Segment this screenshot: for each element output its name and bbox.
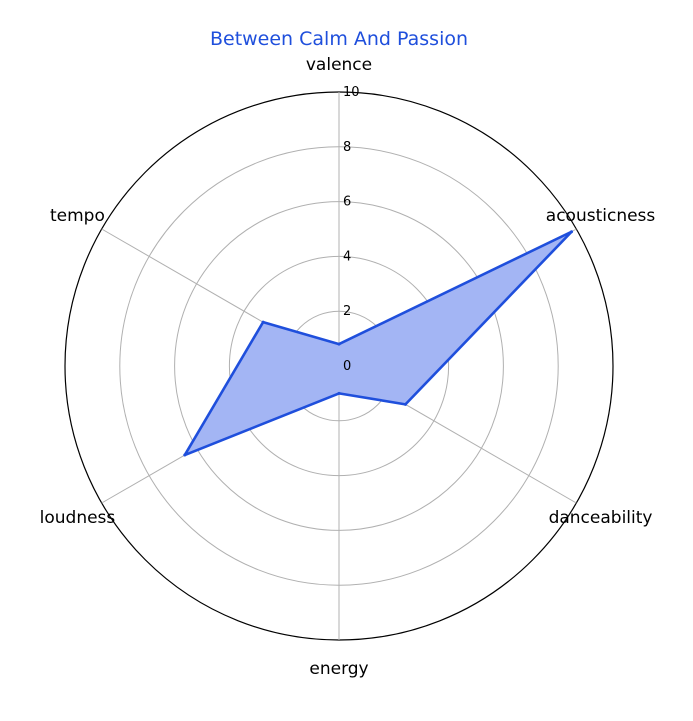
r-tick-label: 2 xyxy=(343,304,351,319)
axis-label-loudness: loudness xyxy=(40,508,116,528)
series-area xyxy=(184,231,572,456)
chart-title: Between Calm And Passion xyxy=(210,28,468,50)
r-tick-label: 6 xyxy=(343,195,351,210)
axis-label-tempo: tempo xyxy=(50,206,105,226)
axis-label-valence: valence xyxy=(306,55,372,75)
axis-label-energy: energy xyxy=(309,659,368,679)
data-point-tempo xyxy=(261,320,265,324)
r-tick-label: 8 xyxy=(343,140,351,155)
r-tick-label: 10 xyxy=(343,85,360,100)
data-point-valence xyxy=(337,342,341,346)
axis-label-layer: valence acousticness danceability energy lou… xyxy=(40,55,656,679)
r-tick-label: 4 xyxy=(343,249,351,264)
axis-label-danceability: danceability xyxy=(549,508,653,528)
tick-label-layer: 0 2 4 6 8 10 xyxy=(343,85,360,374)
data-point-loudness xyxy=(183,453,187,457)
data-point-danceability xyxy=(403,402,407,406)
axis-label-acousticness: acousticness xyxy=(546,206,656,226)
data-point-acousticness xyxy=(570,230,574,234)
r-tick-label: 0 xyxy=(343,359,351,374)
data-point-energy xyxy=(337,391,341,395)
series-layer xyxy=(183,230,574,457)
